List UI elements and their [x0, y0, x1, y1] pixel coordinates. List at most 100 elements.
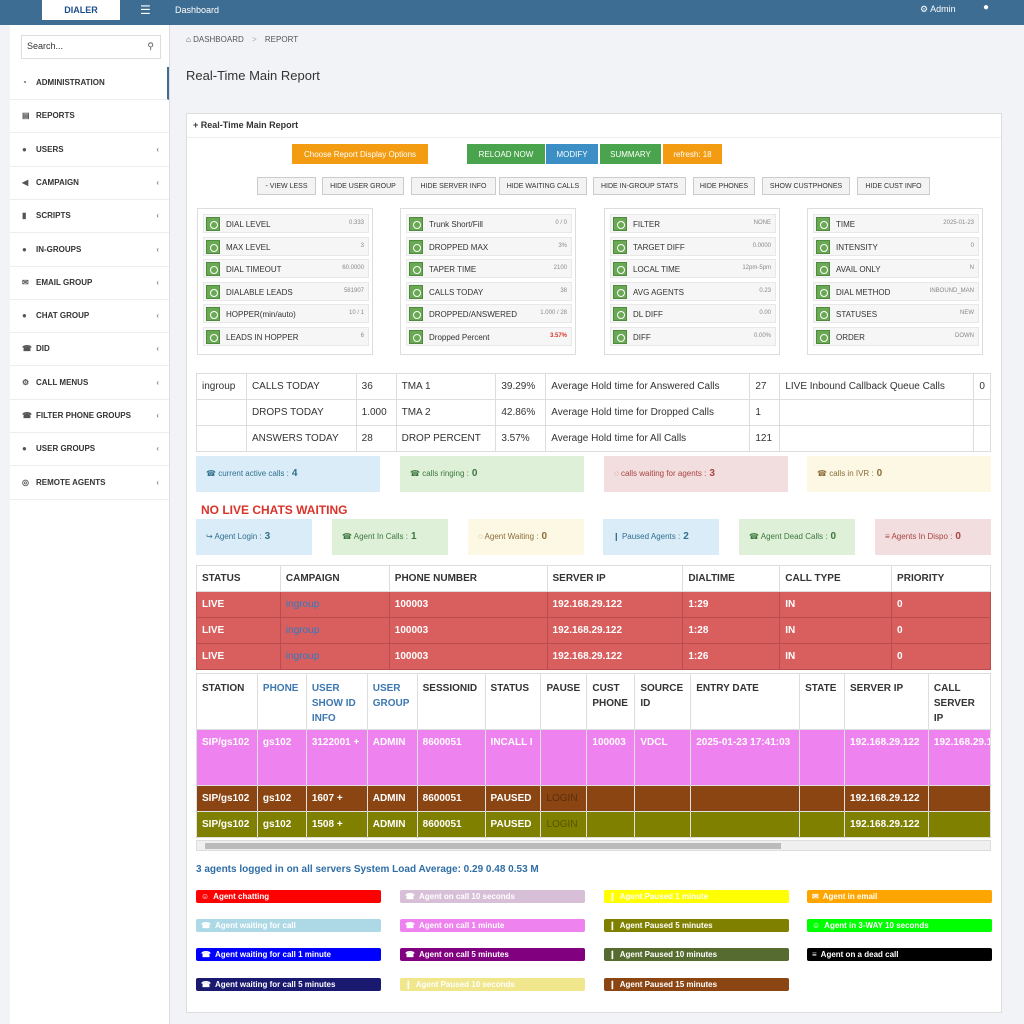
- toggle-hide-user-group-button[interactable]: HIDE USER GROUP: [322, 177, 404, 195]
- status-dot-icon: [409, 307, 423, 321]
- reload-now-button[interactable]: RELOAD NOW: [467, 144, 545, 164]
- sidebar-item-users[interactable]: ● USERS ‹: [10, 134, 169, 167]
- agent-cell[interactable]: 1607 +: [305, 785, 368, 812]
- sidebar-item-label: ADMINISTRATION: [36, 78, 105, 87]
- horizontal-scrollbar[interactable]: [196, 840, 991, 851]
- legend-label: Agent in 3-WAY 10 seconds: [824, 921, 929, 930]
- agent-cell[interactable]: ADMIN: [366, 729, 418, 786]
- stat-value: 6: [360, 332, 364, 339]
- logo[interactable]: DIALER: [42, 0, 120, 20]
- stat-item: ORDER DOWN: [813, 326, 979, 346]
- dashboard-icon: ◔: [22, 78, 27, 87]
- chevron-left-icon: ‹: [156, 377, 159, 387]
- toggle-show-custphones-button[interactable]: SHOW CUSTPHONES: [762, 177, 850, 195]
- sidebar-item-email-group[interactable]: ✉ EMAIL GROUP ‹: [10, 267, 169, 300]
- sidebar: Search... ⚲ ◔ ADMINISTRATION ▤ REPORTS ● USER…: [10, 25, 170, 1024]
- plus-icon: +: [193, 120, 199, 130]
- stat-value: 0.0000: [752, 242, 771, 249]
- call-row[interactable]: LIVE ingroup 100003 192.168.29.122 1:26 IN 0: [196, 643, 991, 670]
- dashboard-link[interactable]: Dashboard: [175, 5, 220, 15]
- display-options-button[interactable]: Choose Report Display Options: [292, 144, 428, 164]
- sidebar-item-remote-agents[interactable]: ◎ REMOTE AGENTS ‹: [10, 467, 169, 500]
- sidebar-item-reports[interactable]: ▤ REPORTS: [10, 100, 169, 134]
- calls-header: STATUS: [196, 565, 281, 592]
- stat-item: AVG AGENTS 0.23: [610, 281, 776, 301]
- agent-row[interactable]: SIP/gs102 gs102 3122001 + ADMIN 8600051 INCAL…: [196, 729, 992, 786]
- status-dot-icon: [206, 284, 220, 299]
- stat-value: 38: [560, 287, 567, 294]
- stat-item: Dropped Percent 3.57%: [406, 326, 572, 346]
- agents-header[interactable]: USER GROUP: [366, 673, 418, 730]
- file-icon: ▮: [22, 211, 27, 221]
- sidebar-item-label: FILTER PHONE GROUPS: [36, 411, 131, 420]
- stat-value: 3: [360, 242, 364, 249]
- agent-row[interactable]: SIP/gs102 gs102 1607 + ADMIN 8600051 PAUSED LO…: [196, 785, 992, 812]
- agent-cell[interactable]: ADMIN: [366, 811, 418, 838]
- toggle-hide-in-group-stats-button[interactable]: HIDE IN-GROUP STATS: [593, 177, 686, 195]
- sidebar-item-administration[interactable]: ◔ ADMINISTRATION: [10, 67, 169, 100]
- campaign-link[interactable]: ingroup: [279, 591, 390, 618]
- sidebar-item-filter-phone-groups[interactable]: ☎ FILTER PHONE GROUPS ‹: [10, 400, 169, 433]
- modify-button[interactable]: MODIFY: [546, 144, 598, 164]
- campaign-link[interactable]: ingroup: [279, 617, 390, 644]
- call-cell: 1:28: [682, 617, 781, 644]
- refresh-button[interactable]: refresh: 18: [663, 144, 722, 164]
- panel-header[interactable]: + Real-Time Main Report: [187, 114, 1001, 138]
- agents-header[interactable]: PHONE: [256, 673, 307, 730]
- agent-cell[interactable]: ADMIN: [366, 785, 418, 812]
- legend-item: ☎ Agent on call 10 seconds: [400, 890, 585, 903]
- legend-label: Agent Paused 15 minutes: [619, 980, 718, 989]
- stat-item: TARGET DIFF 0.0000: [610, 236, 776, 256]
- sidebar-item-did[interactable]: ☎ DID ‹: [10, 333, 169, 367]
- sidebar-item-chat-group[interactable]: ● CHAT GROUP ‹: [10, 300, 169, 334]
- ingroup-summary-table: ingroup CALLS TODAY 36 TMA 1 39.29% Average H…: [196, 373, 991, 452]
- agent-cell: SIP/gs102: [196, 811, 258, 838]
- summary-cell: 39.29%: [495, 373, 547, 400]
- toggle-hide-cust-info-button[interactable]: HIDE CUST INFO: [857, 177, 930, 195]
- call-tile: ◌ calls waiting for agents :3: [604, 456, 788, 492]
- summary-cell: [973, 399, 991, 426]
- sidebar-item-in-groups[interactable]: ● IN-GROUPS ‹: [10, 234, 169, 267]
- menu-icon[interactable]: ☰: [140, 3, 151, 17]
- sidebar-item-call-menus[interactable]: ⚙ CALL MENUS ‹: [10, 367, 169, 400]
- toggle-hide-phones-button[interactable]: HIDE PHONES: [693, 177, 755, 195]
- sidebar-item-scripts[interactable]: ▮ SCRIPTS ‹: [10, 200, 169, 234]
- stat-item: INTENSITY 0: [813, 236, 979, 256]
- toggle-hide-server-info-button[interactable]: HIDE SERVER INFO: [411, 177, 496, 195]
- sidebar-item-campaign[interactable]: ◀ CAMPAIGN ‹: [10, 167, 169, 200]
- call-row[interactable]: LIVE ingroup 100003 192.168.29.122 1:29 IN 0: [196, 591, 991, 618]
- breadcrumb-dashboard[interactable]: DASHBOARD: [193, 35, 244, 44]
- campaign-link[interactable]: ingroup: [279, 643, 390, 670]
- call-cell: 100003: [388, 591, 548, 618]
- gears-icon: ⚙: [920, 4, 929, 14]
- stat-label: Dropped Percent: [429, 332, 490, 342]
- stat-label: Trunk Short/Fill: [429, 220, 483, 229]
- agent-cell[interactable]: 3122001 +: [305, 729, 368, 786]
- sidebar-item-user-groups[interactable]: ● USER GROUPS ‹: [10, 433, 169, 467]
- stat-value: 0.333: [348, 220, 364, 226]
- call-tile: ☎ calls ringing :0: [400, 456, 584, 492]
- list-icon: ≡: [885, 532, 892, 541]
- summary-button[interactable]: SUMMARY: [600, 144, 661, 164]
- agent-cell: 8600051: [416, 785, 486, 812]
- agent-row[interactable]: SIP/gs102 gs102 1508 + ADMIN 8600051 PAUSED LO…: [196, 811, 992, 838]
- scrollbar-thumb[interactable]: [205, 843, 781, 849]
- stat-value: 2025-01-23: [943, 220, 974, 226]
- agent-cell[interactable]: 1508 +: [305, 811, 368, 838]
- toggle-view-less-button[interactable]: - VIEW LESS: [257, 177, 316, 195]
- stat-label: TIME: [836, 220, 856, 229]
- stat-item: LEADS IN HOPPER 6: [203, 326, 369, 346]
- call-cell: 1:29: [682, 591, 781, 618]
- toggle-hide-waiting-calls-button[interactable]: HIDE WAITING CALLS: [499, 177, 587, 195]
- agent-cell: [690, 811, 801, 838]
- stat-value: 1.000 / 28: [540, 310, 567, 316]
- admin-menu[interactable]: ⚙ Admin: [920, 4, 956, 14]
- call-row[interactable]: LIVE ingroup 100003 192.168.29.122 1:28 IN 0: [196, 617, 991, 644]
- search-input[interactable]: Search... ⚲: [21, 35, 161, 59]
- agent-cell: [799, 729, 846, 786]
- search-icon[interactable]: ⚲: [147, 41, 154, 51]
- stat-value: INBOUND_MAN: [929, 287, 974, 294]
- agents-header[interactable]: USER SHOW ID INFO: [305, 673, 368, 730]
- status-dot-icon: [816, 217, 830, 231]
- user-icon[interactable]: ●: [983, 2, 990, 13]
